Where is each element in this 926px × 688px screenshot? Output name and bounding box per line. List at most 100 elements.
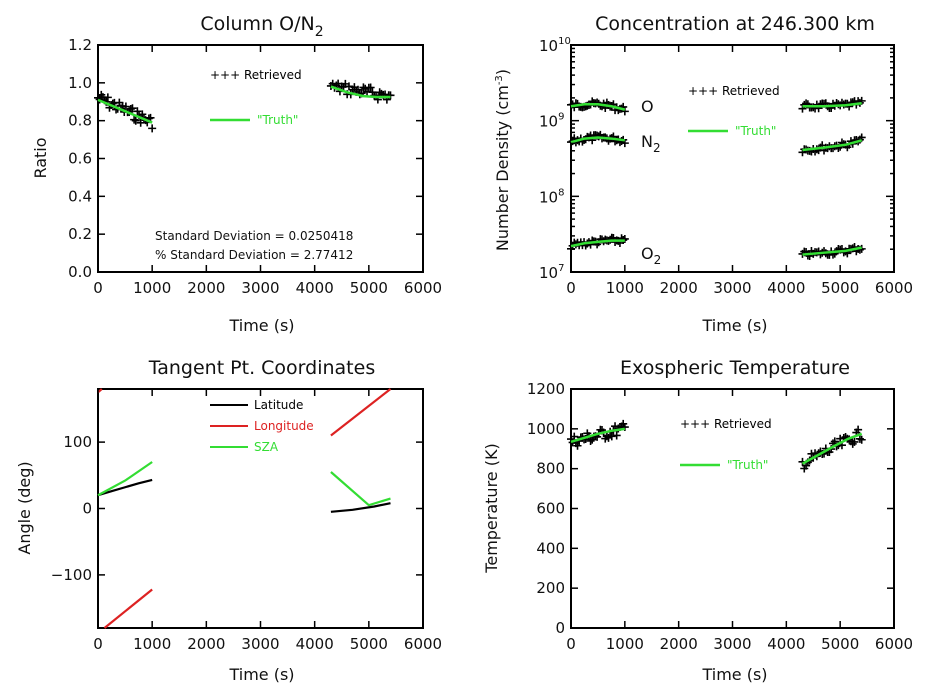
x-tick-label: 5000 — [821, 279, 859, 297]
retrieved-point — [607, 432, 616, 441]
chart-title: Concentration at 246.300 km — [595, 13, 875, 35]
x-tick-label: 5000 — [821, 635, 859, 653]
x-tick-label: 5000 — [350, 635, 388, 653]
y-axis-label: Angle (deg) — [15, 461, 34, 554]
y-tick-label: 400 — [536, 539, 565, 557]
truth-line — [570, 427, 626, 443]
x-tick-label: 1000 — [133, 635, 171, 653]
x-tick-label: 1000 — [606, 279, 644, 297]
data-layer — [567, 419, 866, 473]
legend-truth-label: "Truth" — [735, 124, 776, 138]
x-tick-label: 5000 — [350, 279, 388, 297]
retrieved-point — [857, 133, 866, 142]
x-tick-label: 6000 — [875, 279, 913, 297]
y-tick-label: 200 — [536, 579, 565, 597]
data-layer — [94, 79, 395, 133]
retrieved-point — [855, 434, 864, 443]
y-tick-label: 1000 — [527, 420, 565, 438]
x-axis-label: Time (s) — [701, 665, 767, 684]
axis-ticks: 0 1000 2000 3000 4000 5000 6000 0.0 0.2 0.4 0.6 0.8… — [68, 36, 442, 297]
truth-line — [802, 101, 862, 108]
retrieved-point — [620, 139, 629, 148]
truth-line — [330, 85, 391, 99]
y-tick-label: 0 — [82, 500, 92, 518]
chart-title: Exospheric Temperature — [620, 357, 850, 379]
x-axis-label: Time (s) — [228, 316, 294, 335]
retrieved-point — [573, 441, 582, 450]
longitude-line — [103, 588, 153, 629]
x-axis-label: Time (s) — [701, 316, 767, 335]
legend-longitude-label: Longitude — [254, 419, 314, 433]
x-tick-label: 3000 — [713, 279, 751, 297]
truth-line — [570, 136, 625, 144]
legend-latitude-label: Latitude — [254, 398, 303, 412]
panel-tangent-coordinates: Tangent Pt. Coordinates 0 1000 2000 3000 400… — [15, 357, 442, 684]
y-tick-label: 0.2 — [68, 225, 92, 243]
legend-retrieved-label: +++ Retrieved — [680, 417, 772, 431]
x-tick-label: 4000 — [767, 635, 805, 653]
truth-line — [97, 98, 153, 124]
legend-truth-label: "Truth" — [257, 113, 298, 127]
species-label-o2: O2 — [641, 244, 661, 267]
retrieved-point — [130, 115, 139, 124]
x-tick-label: 3000 — [713, 635, 751, 653]
truth-line — [802, 139, 863, 152]
retrieved-point — [103, 93, 112, 102]
retrieved-point — [366, 83, 375, 92]
x-tick-label: 0 — [93, 635, 103, 653]
data-layer — [567, 96, 866, 261]
x-tick-label: 6000 — [404, 279, 442, 297]
axis-ticks: 0 1000 2000 3000 4000 5000 6000 −100 0 100 — [51, 389, 442, 653]
retrieved-point — [586, 436, 595, 445]
legend-sza-label: SZA — [254, 440, 279, 454]
data-layer — [97, 388, 392, 629]
retrieved-point — [850, 437, 859, 446]
retrieved-point — [857, 435, 866, 444]
x-tick-label: 3000 — [241, 635, 279, 653]
truth-line — [570, 239, 625, 248]
legend-truth-label: "Truth" — [727, 458, 768, 472]
x-tick-label: 6000 — [875, 635, 913, 653]
x-tick-label: 0 — [566, 279, 576, 297]
retrieved-point — [354, 85, 362, 94]
retrieved-point — [121, 102, 130, 111]
truth-line — [802, 246, 862, 256]
truth-line — [801, 432, 863, 465]
y-tick-label: 0.6 — [68, 150, 92, 168]
y-axis-label: Temperature (K) — [482, 443, 501, 573]
longitude-line — [330, 388, 392, 437]
sza-line — [97, 461, 153, 497]
x-tick-label: 0 — [93, 279, 103, 297]
y-tick-label: 1010 — [539, 36, 571, 55]
y-tick-label: 1.2 — [68, 36, 92, 54]
x-tick-label: 3000 — [241, 279, 279, 297]
y-tick-label: 107 — [539, 263, 564, 282]
x-tick-label: 2000 — [187, 635, 225, 653]
panel-concentration: Concentration at 246.300 km 0 1000 2000 300… — [493, 13, 913, 335]
y-tick-label: 109 — [539, 112, 564, 131]
species-label-o: O — [641, 97, 654, 116]
x-tick-label: 0 — [566, 635, 576, 653]
y-tick-label: 600 — [536, 500, 565, 518]
x-tick-label: 4000 — [296, 635, 334, 653]
retrieved-point — [138, 110, 147, 119]
x-tick-label: 1000 — [606, 635, 644, 653]
annotation-pct-stddev: % Standard Deviation = 2.77412 — [155, 248, 353, 262]
retrieved-point — [612, 431, 621, 440]
axis-ticks: 0 1000 2000 3000 4000 5000 6000 107 108 109 1010 — [539, 36, 913, 297]
x-axis-label: Time (s) — [228, 665, 294, 684]
latitude-line — [97, 478, 153, 497]
x-tick-label: 2000 — [187, 279, 225, 297]
retrieved-point — [148, 124, 157, 133]
x-tick-label: 6000 — [404, 635, 442, 653]
y-tick-label: 0.4 — [68, 187, 92, 205]
y-tick-label: 100 — [63, 433, 92, 451]
y-tick-label: 1200 — [527, 380, 565, 398]
y-tick-label: 1.0 — [68, 74, 92, 92]
x-tick-label: 4000 — [296, 279, 334, 297]
retrieved-point — [128, 104, 137, 113]
species-label-n2: N2 — [641, 132, 661, 155]
y-tick-label: 800 — [536, 460, 565, 478]
y-tick-label: 108 — [539, 187, 564, 206]
